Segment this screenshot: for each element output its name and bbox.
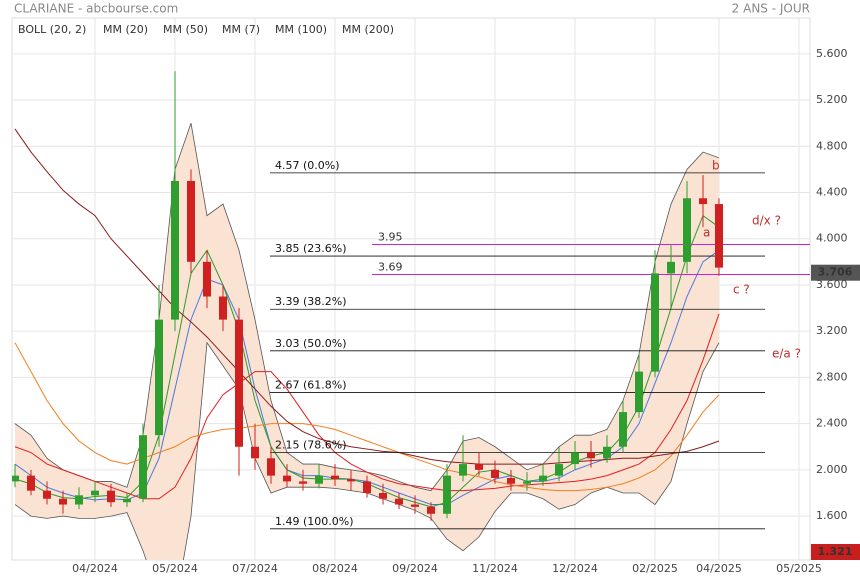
candle-body (59, 498, 67, 505)
candle-body (603, 446, 611, 459)
candle-body (363, 481, 371, 493)
y-tick-label: 2.000 (816, 463, 848, 476)
candle-body (107, 490, 115, 503)
candle-body (12, 475, 19, 482)
candle-body (379, 492, 387, 499)
y-tick-label: 2.800 (816, 370, 848, 383)
candle-body (315, 475, 323, 484)
candle-body (619, 412, 627, 447)
fib-label: 4.57 (0.0%) (275, 159, 340, 172)
legend-entry: MM (7) (222, 23, 260, 36)
candle-body (539, 475, 547, 482)
bottom-box (811, 544, 860, 560)
fib-label: 3.85 (23.6%) (275, 242, 347, 255)
fib-label: 3.03 (50.0%) (275, 337, 347, 350)
candle-body (235, 319, 243, 447)
candle-body (555, 464, 563, 476)
candle-body (699, 198, 707, 205)
x-tick-label: 05/2025 (776, 562, 822, 575)
fib-label: 2.67 (61.8%) (275, 378, 347, 391)
x-tick-label: 04/2025 (696, 562, 742, 575)
x-tick-label: 07/2024 (232, 562, 278, 575)
candle-body (171, 180, 179, 320)
legend-entry: BOLL (20, 2) (18, 23, 86, 36)
x-tick-label: 02/2025 (632, 562, 678, 575)
candle-body (475, 464, 483, 470)
annotation: c ? (733, 283, 750, 297)
y-tick-label: 4.000 (816, 232, 848, 245)
y-tick-label: 5.200 (816, 93, 848, 106)
candle-body (155, 319, 163, 436)
chart-title: CLARIANE - abcbourse.com (14, 2, 178, 16)
marked-label: 3.95 (378, 231, 403, 244)
candle-body (43, 490, 51, 499)
fib-label: 2.15 (78.6%) (275, 439, 347, 452)
y-tick-label: 2.400 (816, 417, 848, 430)
legend-entry: MM (100) (275, 23, 327, 36)
candle-body (683, 198, 691, 262)
candle-body (459, 464, 467, 476)
candle-body (507, 477, 515, 484)
x-tick-label: 12/2024 (552, 562, 598, 575)
candle-body (91, 490, 99, 496)
fib-label: 3.39 (38.2%) (275, 295, 347, 308)
candle-body (427, 506, 435, 514)
last-price-label: 3.706 (818, 266, 853, 279)
x-tick-label: 11/2024 (472, 562, 518, 575)
candle-body (219, 296, 227, 320)
candle-body (299, 481, 307, 484)
candle-body (187, 180, 195, 262)
marked-label: 3.69 (378, 261, 403, 274)
candle-body (491, 469, 499, 478)
candle-body (587, 452, 595, 459)
y-tick-label: 4.800 (816, 139, 848, 152)
ma-line (14, 313, 720, 500)
candle-body (203, 261, 211, 297)
candle-body (523, 481, 531, 484)
candle-body (651, 273, 659, 372)
period-label: 2 ANS - JOUR (732, 2, 810, 16)
candle-body (667, 261, 675, 274)
annotation: e/a ? (772, 347, 801, 361)
candle-body (27, 475, 35, 491)
y-tick-label: 4.400 (816, 186, 848, 199)
x-tick-label: 09/2024 (392, 562, 438, 575)
x-tick-label: 05/2024 (152, 562, 198, 575)
candle-body (715, 204, 723, 268)
candle-body (331, 475, 339, 480)
ma-line (14, 128, 720, 465)
y-tick-label: 1.600 (816, 509, 848, 522)
legend-entry: MM (200) (342, 23, 394, 36)
plot-area: 4.57 (0.0%) 3.85 (23.6%) 3.39 (38.2%) 3.03 … (12, 18, 810, 560)
legend-entry: MM (50) (163, 23, 208, 36)
fib-label: 1.49 (100.0%) (275, 515, 354, 528)
plot-frame (11, 17, 811, 561)
candle-body (251, 446, 259, 459)
y-tick-label: 5.600 (816, 47, 848, 60)
annotation: b (712, 159, 720, 173)
candle-body (75, 495, 83, 505)
y-tick-label: 3.200 (816, 324, 848, 337)
candle-body (139, 435, 147, 499)
bollinger-fill (15, 123, 719, 560)
y-tick-label: 3.600 (816, 278, 848, 291)
annotation: a (703, 226, 710, 240)
candle-body (571, 452, 579, 465)
ma-line (14, 342, 720, 492)
annotation: d/x ? (752, 214, 781, 228)
x-tick-label: 08/2024 (312, 562, 358, 575)
candle-body (443, 475, 451, 514)
legend-entry: MM (20) (103, 23, 148, 36)
candle-body (267, 458, 275, 476)
last-price-box (811, 264, 860, 281)
candle-body (123, 498, 131, 503)
candle-body (283, 475, 291, 482)
candle-body (347, 479, 355, 482)
bottom-label: 1.321 (818, 545, 853, 558)
x-tick-label: 04/2024 (72, 562, 118, 575)
candle-body (395, 498, 403, 505)
candle-body (635, 371, 643, 413)
candle-body (411, 504, 419, 507)
